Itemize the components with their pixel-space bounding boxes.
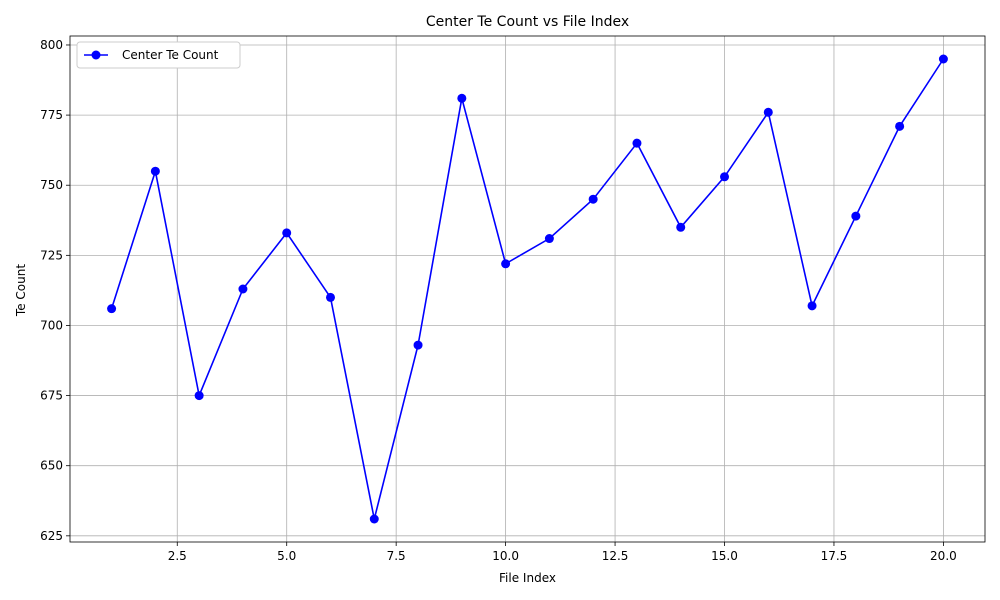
series-line bbox=[110, 58, 945, 520]
data-point bbox=[501, 259, 511, 269]
y-tick-label: 800 bbox=[40, 38, 63, 52]
legend-label: Center Te Count bbox=[122, 48, 219, 62]
x-tick-label: 20.0 bbox=[930, 549, 957, 563]
y-axis-label: Te Count bbox=[14, 264, 28, 317]
axes: 2.5 5.0 7.5 10.0 12.5 15.0 17.5 20.0 625 650 675 70… bbox=[40, 35, 986, 563]
data-point bbox=[457, 93, 467, 103]
y-tick-label: 750 bbox=[40, 178, 63, 192]
data-point bbox=[369, 514, 379, 524]
data-point bbox=[194, 391, 204, 401]
data-point bbox=[720, 172, 730, 182]
data-point bbox=[150, 166, 160, 176]
x-tick-label: 17.5 bbox=[821, 549, 848, 563]
x-tick-label: 10.0 bbox=[492, 549, 519, 563]
data-point bbox=[895, 121, 905, 131]
data-point bbox=[676, 222, 686, 232]
legend: Center Te Count bbox=[76, 41, 241, 69]
y-tick-label: 650 bbox=[40, 459, 63, 473]
data-point bbox=[632, 138, 642, 148]
data-point bbox=[282, 228, 292, 238]
y-tick-label: 725 bbox=[40, 248, 63, 262]
x-tick-label: 12.5 bbox=[602, 549, 629, 563]
data-point bbox=[238, 284, 248, 294]
grid bbox=[70, 36, 985, 542]
x-tick-label: 15.0 bbox=[711, 549, 738, 563]
data-point bbox=[938, 54, 948, 64]
x-tick-label: 2.5 bbox=[168, 549, 187, 563]
data-point bbox=[413, 340, 423, 350]
data-point bbox=[544, 234, 554, 244]
chart-title: Center Te Count vs File Index bbox=[426, 14, 629, 30]
data-point bbox=[588, 194, 598, 204]
y-tick-label: 675 bbox=[40, 389, 63, 403]
legend-box bbox=[76, 41, 241, 69]
y-tick-label: 625 bbox=[40, 529, 63, 543]
series-layer bbox=[107, 54, 948, 524]
data-point bbox=[107, 304, 117, 314]
data-point bbox=[807, 301, 817, 311]
data-point bbox=[325, 292, 335, 302]
legend-marker-swatch bbox=[91, 50, 101, 60]
y-tick-label: 775 bbox=[40, 108, 63, 122]
x-tick-label: 7.5 bbox=[387, 549, 406, 563]
y-tick-label: 700 bbox=[40, 318, 63, 332]
plot-frame bbox=[69, 35, 986, 543]
x-axis-label: File Index bbox=[499, 571, 556, 585]
data-point bbox=[851, 211, 861, 221]
data-point bbox=[763, 107, 773, 117]
x-tick-label: 5.0 bbox=[277, 549, 296, 563]
